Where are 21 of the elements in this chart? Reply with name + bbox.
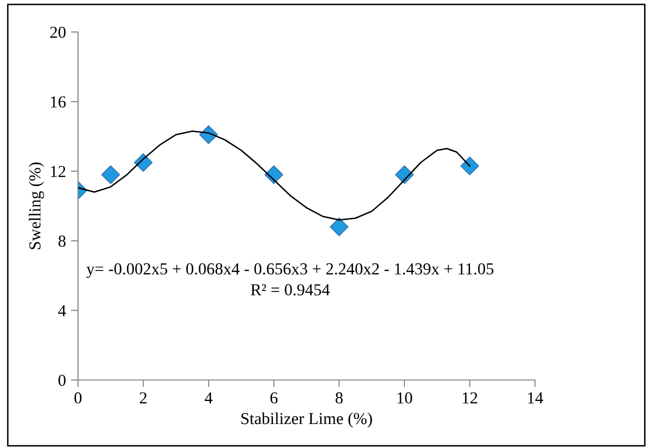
x-axis-title: Stabilizer Lime (%)	[241, 412, 372, 428]
y-tick-label: 16	[50, 96, 66, 108]
annotation: y= -0.002x5 + 0.068x4 - 0.656x3 + 2.240x2 - 1.439x + 11.05	[86, 263, 494, 278]
y-tick-label: 0	[58, 374, 66, 386]
point	[460, 156, 480, 176]
x-tick-label: 14	[528, 392, 544, 404]
x-tick-label: 10	[398, 392, 412, 404]
x-tick-label: 4	[204, 392, 212, 404]
y-tick-label: 8	[58, 236, 66, 247]
y-tick-label: 20	[50, 26, 66, 38]
point	[101, 165, 120, 184]
x-tick-label: 6	[270, 392, 278, 404]
point	[330, 218, 348, 236]
y-tick-label: 12	[50, 166, 66, 177]
x-tick-label: 8	[336, 392, 343, 404]
x-tick-label: 2	[140, 392, 147, 404]
x-tick-label: 12	[462, 392, 478, 404]
y-tick-label: 4	[58, 305, 66, 316]
y-axis-title: Swelling (%)	[28, 162, 44, 250]
annotation: R² = 0.9454	[250, 284, 330, 296]
x-tick-label: 0	[74, 392, 82, 404]
